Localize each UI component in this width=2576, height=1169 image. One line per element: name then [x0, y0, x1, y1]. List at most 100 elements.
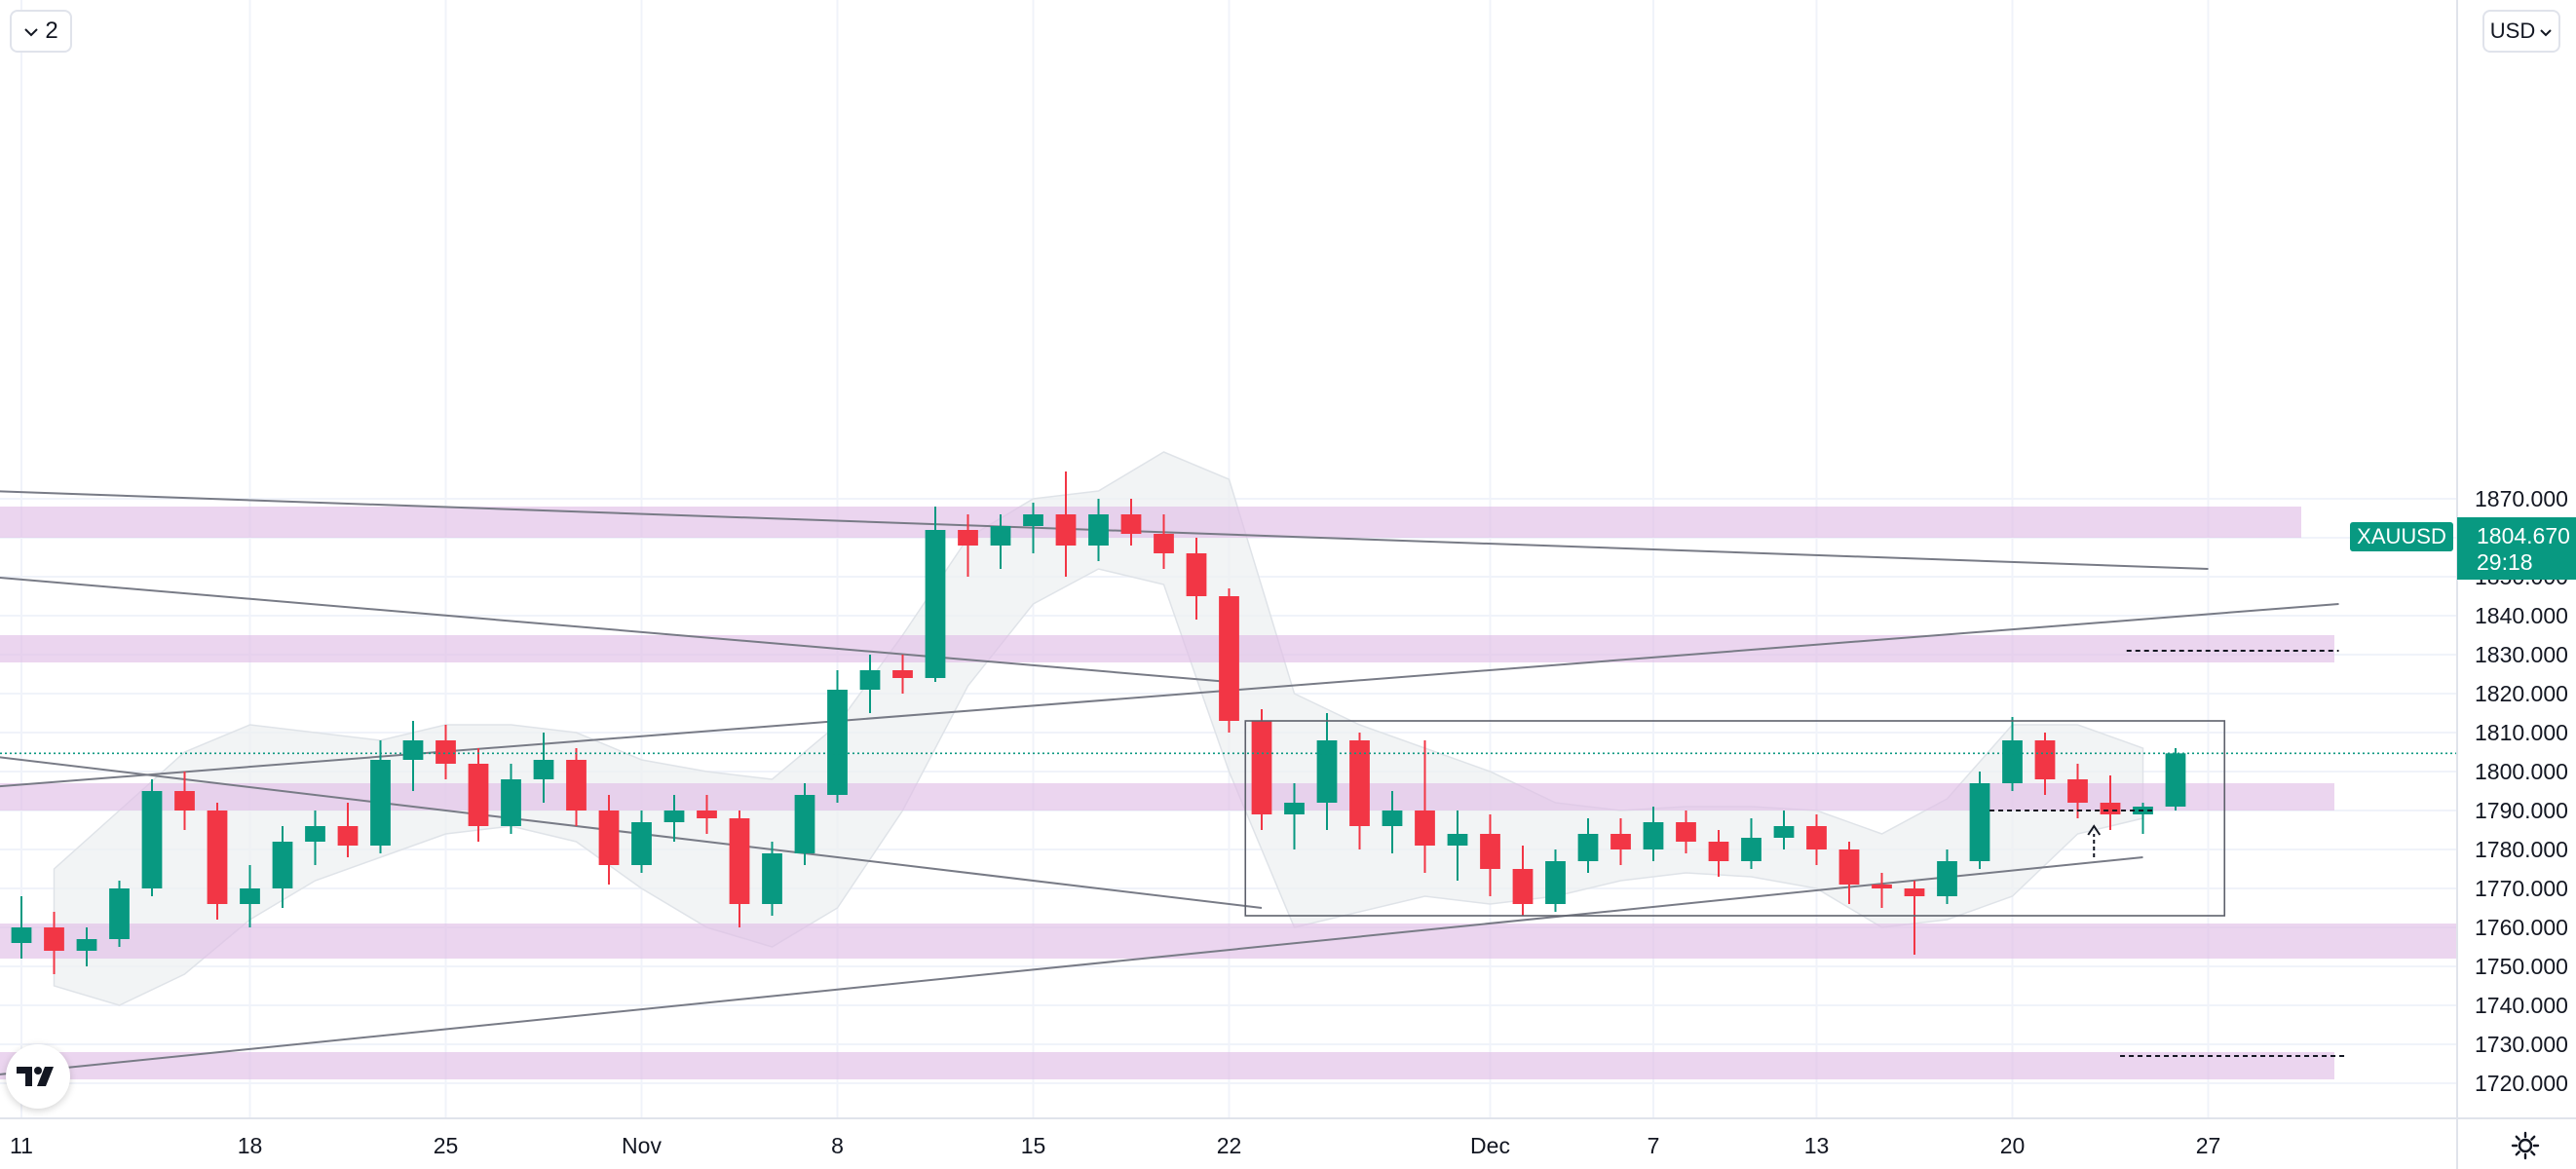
- candle: [1382, 791, 1403, 853]
- candle-body: [1447, 834, 1468, 846]
- candle: [990, 514, 1011, 569]
- candle-body: [1838, 849, 1860, 885]
- candle: [402, 721, 424, 791]
- interval-button[interactable]: 2: [10, 10, 72, 53]
- candle: [598, 795, 620, 885]
- tradingview-logo-icon[interactable]: [6, 1044, 70, 1109]
- candle-body: [1577, 834, 1599, 861]
- price-tick-label: 1730.000: [2475, 1032, 2568, 1057]
- candle: [501, 764, 521, 834]
- time-tick-label: 8: [831, 1133, 844, 1158]
- price-zone: [0, 924, 2457, 959]
- candle-body: [1708, 842, 1729, 861]
- price-tick-label: 1780.000: [2475, 837, 2568, 862]
- candle: [1773, 811, 1795, 849]
- candle-body: [402, 740, 424, 760]
- chevron-down-icon: [23, 18, 39, 45]
- candle-body: [1251, 721, 1272, 814]
- candle: [1219, 588, 1239, 733]
- trendline: [0, 856, 2143, 1075]
- candle: [141, 779, 163, 896]
- candle-body: [697, 811, 717, 818]
- candle-body: [892, 670, 913, 678]
- price-tick-label: 1770.000: [2475, 876, 2568, 901]
- bar-countdown: 29:18: [2477, 549, 2533, 575]
- price-tick-label: 1800.000: [2475, 759, 2568, 784]
- candle-body: [370, 760, 391, 846]
- price-tick-label: 1870.000: [2475, 486, 2568, 511]
- currency-button[interactable]: USD: [2482, 10, 2560, 53]
- candle-body: [1512, 869, 1534, 904]
- settings-icon[interactable]: [2506, 1126, 2545, 1165]
- trendline: [0, 576, 1230, 683]
- candle: [1316, 713, 1338, 830]
- candle-body: [1969, 783, 1990, 861]
- candle-body: [468, 764, 489, 826]
- candle-body: [436, 740, 456, 764]
- candle: [892, 655, 913, 694]
- price-tick-label: 1790.000: [2475, 798, 2568, 823]
- candle: [1480, 814, 1500, 896]
- candle: [1676, 811, 1696, 853]
- candle: [1512, 846, 1534, 916]
- last-price-tag: 1804.670 29:18: [2457, 517, 2576, 580]
- candle-body: [1055, 514, 1077, 546]
- candle: [1643, 807, 1664, 861]
- chevron-down-icon: [2539, 19, 2553, 44]
- candle-body: [2034, 740, 2056, 779]
- candle-body: [2002, 740, 2023, 783]
- annotations: [0, 650, 2457, 1057]
- candle: [11, 896, 32, 959]
- candle-body: [598, 811, 620, 865]
- candle: [533, 733, 554, 803]
- candle: [1154, 514, 1174, 569]
- candle: [631, 811, 652, 873]
- candle: [337, 803, 359, 857]
- price-tick-label: 1720.000: [2475, 1071, 2568, 1096]
- candle-body: [1088, 514, 1109, 546]
- candle-body: [925, 530, 946, 678]
- candle: [2165, 748, 2186, 811]
- price-tick-label: 1810.000: [2475, 720, 2568, 745]
- candle-body: [663, 811, 685, 822]
- candle-body: [631, 822, 652, 865]
- time-tick-label: 20: [2000, 1133, 2026, 1158]
- candle-body: [501, 779, 521, 826]
- candle: [109, 881, 130, 947]
- candle-body: [1316, 740, 1338, 803]
- candle: [566, 748, 587, 826]
- range-box: [1244, 720, 2226, 917]
- candle-body: [1937, 861, 1957, 896]
- candle-body: [762, 853, 782, 904]
- time-tick-label: 13: [1804, 1133, 1830, 1158]
- candle-body: [1219, 596, 1239, 721]
- candle-body: [1023, 514, 1043, 526]
- price-zone: [0, 507, 2301, 538]
- candle-body: [1480, 834, 1500, 869]
- candle-body: [1284, 803, 1305, 814]
- candlesticks: [11, 471, 2186, 974]
- candle-body: [141, 791, 163, 888]
- candle: [436, 725, 456, 779]
- candle: [762, 842, 782, 916]
- support-resistance-zones: [0, 507, 2457, 1079]
- candle-body: [174, 791, 195, 811]
- candle: [859, 655, 881, 713]
- time-tick-label: 15: [1021, 1133, 1046, 1158]
- candle: [240, 865, 260, 927]
- time-tick-label: 18: [238, 1133, 263, 1158]
- price-tick-label: 1760.000: [2475, 915, 2568, 940]
- candle: [729, 811, 750, 927]
- candle: [1969, 772, 1990, 869]
- candle: [1186, 538, 1207, 620]
- time-tick-label: 25: [434, 1133, 459, 1158]
- candle: [1545, 849, 1566, 912]
- candle-body: [1773, 826, 1795, 838]
- candle: [958, 514, 978, 577]
- candle-body: [1120, 514, 1142, 534]
- candle-body: [827, 690, 848, 795]
- candle: [697, 795, 717, 834]
- candle-body: [2067, 779, 2088, 803]
